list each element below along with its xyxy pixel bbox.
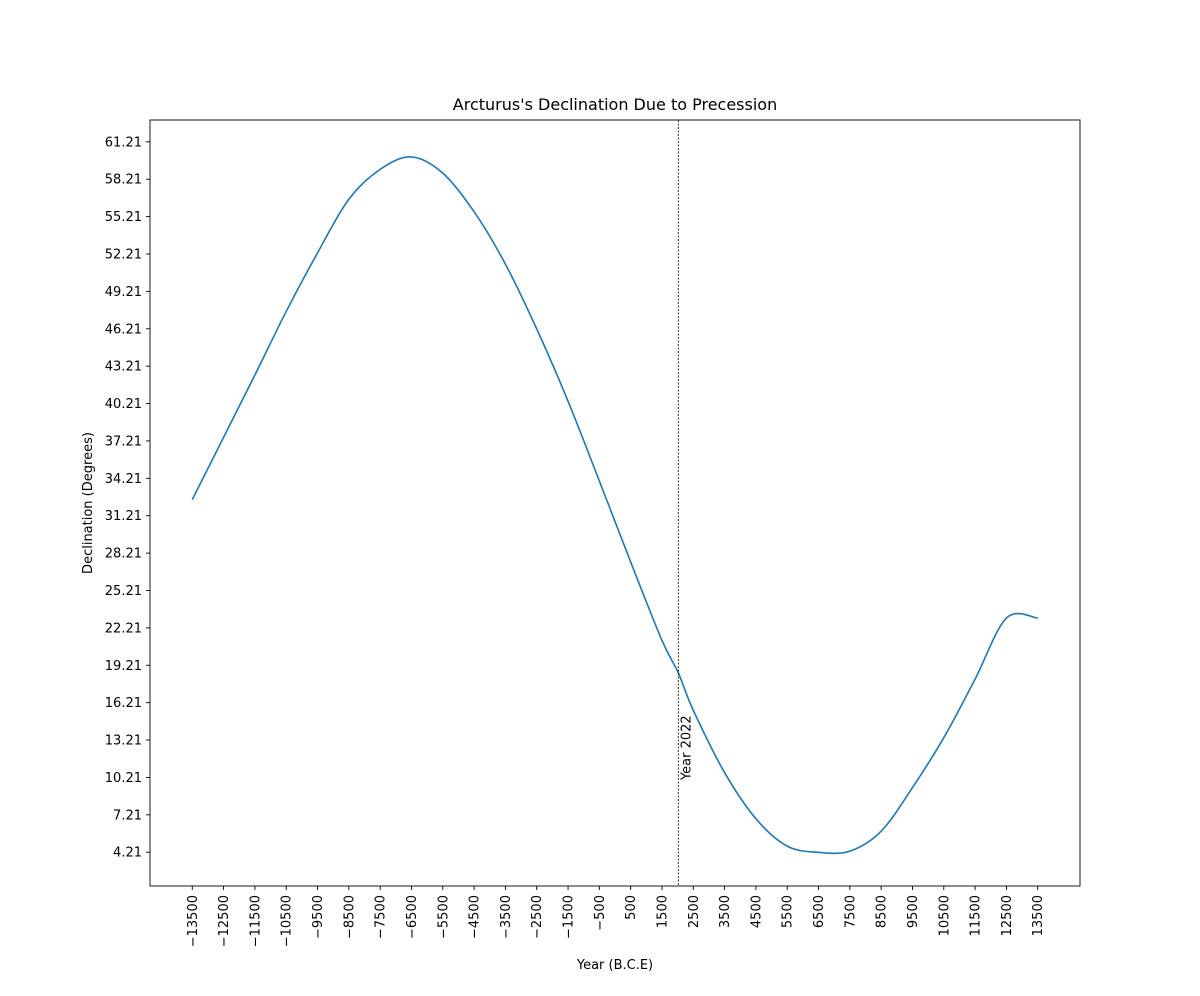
x-tick-label: −13500 [186, 895, 201, 947]
x-tick-label: 4500 [749, 895, 764, 928]
x-tick-label: −10500 [280, 895, 295, 947]
x-tick-label: 500 [624, 895, 639, 920]
year-marker-label: Year 2022 [679, 715, 694, 781]
y-tick-label: 10.21 [105, 771, 142, 786]
x-tick-label: 6500 [812, 895, 827, 928]
x-tick-label: 12500 [1000, 895, 1015, 936]
x-tick-label: −6500 [405, 895, 420, 939]
x-axis-title: Year (B.C.E) [576, 958, 653, 973]
y-axis-title: Declination (Degrees) [81, 432, 96, 574]
x-tick-label: −12500 [217, 895, 232, 947]
plot-area: Year 2022 [149, 119, 1081, 887]
y-tick-label: 43.21 [105, 360, 142, 375]
x-axis: −13500 −12500 −11500 −10500 −9500 −8500 −7500 −… [186, 886, 1046, 947]
y-tick-label: 16.21 [105, 696, 142, 711]
x-tick-label: −500 [593, 895, 608, 931]
y-tick-label: 49.21 [105, 285, 142, 300]
y-tick-label: 4.21 [113, 846, 142, 861]
x-tick-label: 8500 [875, 895, 890, 928]
x-tick-label: 11500 [969, 895, 984, 936]
y-tick-label: 61.21 [105, 135, 142, 150]
y-axis: 4.21 7.21 10.21 13.21 16.21 19.21 22.21 25.21 28… [105, 135, 150, 861]
y-tick-label: 28.21 [105, 547, 142, 562]
x-tick-label: 3500 [718, 895, 733, 928]
x-tick-label: −7500 [374, 895, 389, 939]
x-tick-label: 5500 [781, 895, 796, 928]
x-tick-label: 1500 [655, 895, 670, 928]
y-tick-label: 13.21 [105, 734, 142, 749]
y-tick-label: 34.21 [105, 472, 142, 487]
x-tick-label: 9500 [906, 895, 921, 928]
y-tick-label: 37.21 [105, 434, 142, 449]
y-tick-label: 31.21 [105, 509, 142, 524]
x-tick-label: −11500 [248, 895, 263, 947]
x-tick-label: −1500 [562, 895, 577, 939]
x-tick-label: 13500 [1031, 895, 1046, 936]
y-tick-label: 25.21 [105, 584, 142, 599]
y-tick-label: 58.21 [105, 173, 142, 188]
y-tick-label: 7.21 [113, 808, 142, 823]
y-tick-label: 55.21 [105, 210, 142, 225]
y-tick-label: 22.21 [105, 621, 142, 636]
y-tick-label: 46.21 [105, 322, 142, 337]
plot-frame [149, 119, 1081, 887]
x-tick-label: 2500 [687, 895, 702, 928]
y-tick-label: 19.21 [105, 659, 142, 674]
chart-title: Arcturus's Declination Due to Precession [453, 95, 777, 114]
y-tick-label: 40.21 [105, 397, 142, 412]
series-line-0 [191, 156, 1038, 855]
x-tick-label: −3500 [499, 895, 514, 939]
x-tick-label: 10500 [937, 895, 952, 936]
x-tick-label: −8500 [342, 895, 357, 939]
x-tick-label: 7500 [843, 895, 858, 928]
x-tick-label: −5500 [436, 895, 451, 939]
y-tick-label: 52.21 [105, 247, 142, 262]
x-tick-label: −2500 [530, 895, 545, 939]
x-tick-label: −4500 [468, 895, 483, 939]
x-tick-label: −9500 [311, 895, 326, 939]
